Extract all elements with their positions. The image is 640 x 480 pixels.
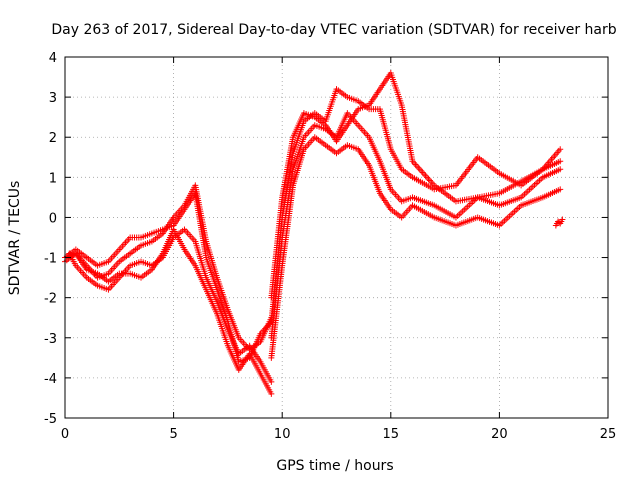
y-tick-label: 4 [49,51,57,66]
y-axis-label: SDTVAR / TECUs [7,181,23,296]
y-tick-label: -4 [44,372,57,387]
x-tick-label: 25 [600,427,617,442]
series-track-2 [62,182,275,353]
series-track-7 [268,110,564,341]
x-tick-label: 20 [491,427,508,442]
y-tick-label: 2 [49,131,57,146]
grid-layer [65,57,608,418]
plot-frame [64,56,609,419]
y-tick-label: -2 [44,292,57,307]
data-point [559,216,566,223]
data-point [557,146,564,153]
y-tick-label: -5 [44,412,57,427]
x-tick-label: 10 [274,427,291,442]
x-tick-label: 15 [383,427,400,442]
x-axis-label: GPS time / hours [276,458,393,474]
series-track-9 [552,216,566,229]
series-track-3 [66,226,275,385]
series-track-4 [62,226,275,397]
data-point [268,378,275,385]
x-tick-label: 5 [169,427,177,442]
data-layer [62,70,566,397]
data-point [557,158,564,165]
data-point [557,166,564,173]
series-track-8 [268,134,564,361]
y-tick-label: -1 [44,252,57,267]
y-tick-label: 1 [49,171,57,186]
series-track-1 [62,190,275,365]
data-point [557,186,564,193]
data-point [268,390,275,397]
ticks-layer: 0 5 10 15 20 25 -5 -4 -3 -2 -1 0 1 2 3 4 [44,51,616,442]
chart-title: Day 263 of 2017, Sidereal Day-to-day VTE… [51,22,616,38]
y-tick-label: 0 [49,211,57,226]
y-tick-label: 3 [49,91,57,106]
y-tick-label: -3 [44,332,57,347]
x-tick-label: 0 [61,427,69,442]
